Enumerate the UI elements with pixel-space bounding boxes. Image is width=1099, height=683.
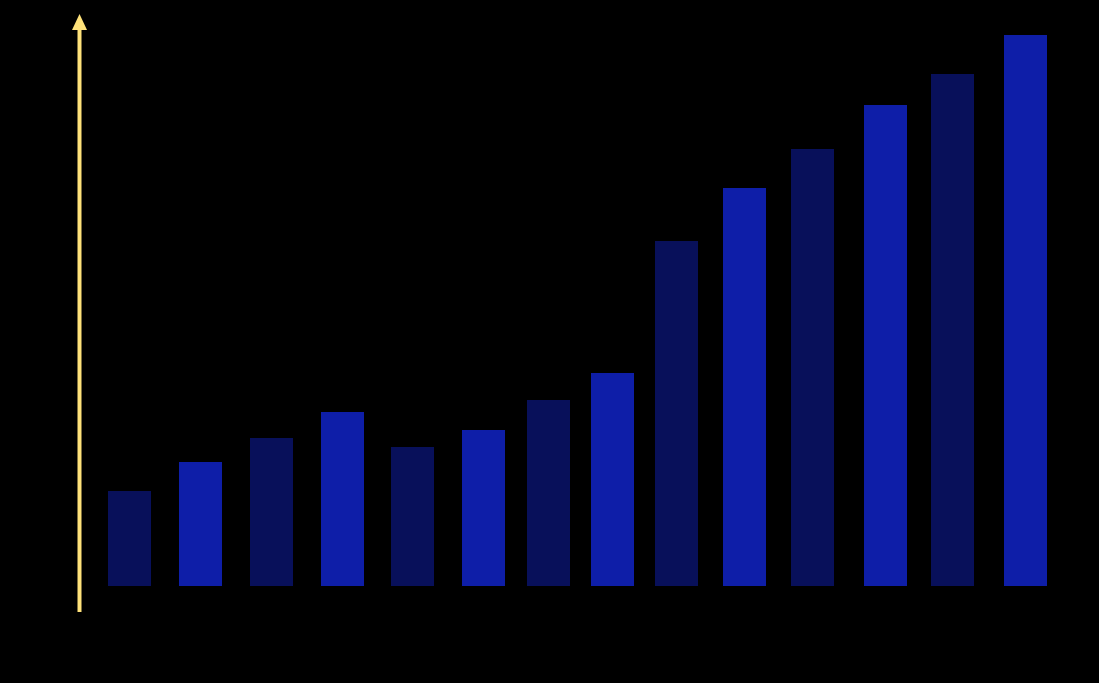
bar-12 xyxy=(864,105,907,586)
bar-9 xyxy=(655,241,698,586)
bar-6 xyxy=(462,430,505,586)
bars xyxy=(108,35,1047,586)
bar-14 xyxy=(1004,35,1047,586)
bar-3 xyxy=(250,438,293,586)
bar-1 xyxy=(108,491,151,586)
bar-13 xyxy=(931,74,974,586)
bar-7 xyxy=(527,400,570,586)
bar-10 xyxy=(723,188,766,586)
bar-11 xyxy=(791,149,834,586)
bar-4 xyxy=(321,412,364,586)
bar-8 xyxy=(591,373,634,586)
bar-5 xyxy=(391,447,434,586)
y-axis-arrow-icon xyxy=(72,14,87,30)
bar-2 xyxy=(179,462,222,586)
